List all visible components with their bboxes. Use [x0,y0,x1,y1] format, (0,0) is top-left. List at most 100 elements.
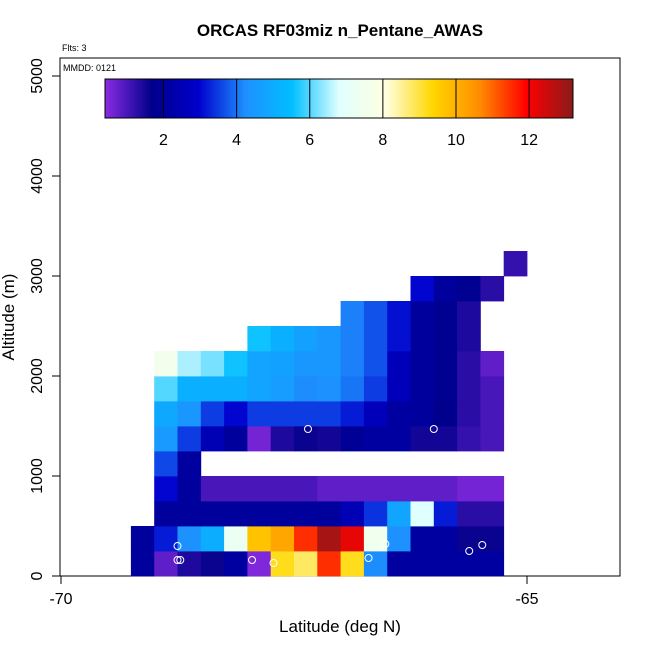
heatmap-cell [177,526,202,552]
heatmap-cells [130,251,528,577]
heatmap-cell [247,326,272,352]
heatmap-cell [340,526,365,552]
heatmap-cell [247,376,272,402]
sample-marker [173,542,182,550]
date-label: MMDD: 0121 [63,63,116,73]
heatmap-cell [270,501,295,527]
heatmap-cell [433,426,458,452]
sample-marker [429,425,438,433]
heatmap-cell [294,401,318,427]
heatmap-cell [480,376,505,402]
heatmap-cell [457,526,481,552]
heatmap-cell [433,276,458,302]
heatmap-cell [294,476,318,502]
heatmap-cell [177,351,202,377]
chart-title: ORCAS RF03miz n_Pentane_AWAS [197,21,483,40]
heatmap-cell [480,551,505,577]
heatmap-cell [363,376,388,402]
heatmap-cell [410,501,435,527]
y-tick-label: 3000 [29,258,46,294]
heatmap-cell [363,401,388,427]
heatmap-cell [410,426,435,452]
heatmap-cell [387,401,411,427]
heatmap-cell [224,526,248,552]
colorbar-tick-label: 10 [447,132,465,149]
heatmap-cell [340,551,365,577]
heatmap-cell [480,351,505,377]
colorbar-tick-label: 8 [378,132,387,149]
heatmap-cell [317,351,341,377]
heatmap-cell [340,401,365,427]
x-tick-label: -70 [49,591,72,608]
sample-marker [611,488,620,496]
heatmap-cell [224,401,248,427]
heatmap-cell [387,501,411,527]
colorbar-tick-label: 12 [520,132,538,149]
heatmap-cell [387,326,411,352]
heatmap-cell [294,551,318,577]
heatmap-cell [270,551,295,577]
heatmap-cell [410,326,435,352]
heatmap-cell [363,326,388,352]
colorbar-ticks: 2 4 6 8 10 12 [159,79,538,149]
heatmap-cell [363,426,388,452]
heatmap-cell [387,376,411,402]
heatmap-cell [480,501,505,527]
heatmap-cell [154,476,178,502]
heatmap-cell [294,376,318,402]
sample-marker [303,425,312,433]
heatmap-cell [154,501,178,527]
heatmap-cell [224,351,248,377]
heatmap-cell [177,476,202,502]
colorbar [104,78,574,119]
heatmap-cell [200,551,225,577]
heatmap-cell [200,401,225,427]
heatmap-cell [177,376,202,402]
heatmap-cell [317,476,341,502]
heatmap-cell [247,476,272,502]
heatmap-cell [340,501,365,527]
heatmap-cell [363,301,388,327]
heatmap-cell [247,526,272,552]
heatmap-cell [480,401,505,427]
y-tick-label: 5000 [29,58,46,94]
sample-marker [248,556,257,564]
heatmap-cell [340,476,365,502]
heatmap-cell [387,351,411,377]
heatmap-cell [480,426,505,452]
heatmap-cell [270,376,295,402]
heatmap-cell [340,301,365,327]
heatmap-cell [387,426,411,452]
sample-marker [269,559,278,567]
heatmap-cell [317,376,341,402]
heatmap-cell [294,501,318,527]
heatmap-cell [154,526,178,552]
heatmap-cell [224,476,248,502]
heatmap-cell [410,551,435,577]
colorbar-tick-label: 6 [305,132,314,149]
sample-marker [560,547,569,555]
heatmap-cell [457,376,481,402]
heatmap-cell [363,551,388,577]
heatmap-cell [457,476,481,502]
colorbar-tick-label: 2 [159,132,168,149]
heatmap-cell [387,476,411,502]
heatmap-cell [433,476,458,502]
heatmap-cell [270,476,295,502]
sample-marker [509,425,518,433]
heatmap-cell [457,351,481,377]
heatmap-cell [200,351,225,377]
heatmap-cell [270,326,295,352]
heatmap-cell [410,376,435,402]
sample-marker [176,556,185,564]
heatmap-cell [340,426,365,452]
heatmap-cell [433,501,458,527]
y-tick-label: 4000 [29,158,46,194]
y-tick-label: 1000 [29,458,46,494]
heatmap-cell [247,401,272,427]
x-axis-ticks: -70 -65 [49,576,539,608]
heatmap-cell [433,401,458,427]
heatmap-cell [154,376,178,402]
heatmap-cell [294,326,318,352]
